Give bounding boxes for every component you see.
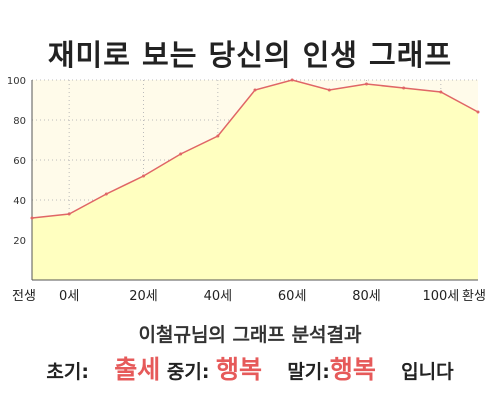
early-value: 출세 [114,355,161,384]
early-label: 초기: [46,361,89,383]
mid-label: 중기: [166,361,210,383]
data-point [67,212,71,216]
x-tick-label: 20세 [129,289,158,304]
y-tick-label: 100 [7,76,26,87]
y-tick-label: 20 [13,236,26,247]
mid-value: 행복 [216,355,263,384]
data-point [402,86,406,90]
data-point [179,152,183,156]
late-value: 행복 [329,355,376,384]
data-point [30,216,34,220]
x-tick-label: 전생 [12,289,36,304]
page-title: 재미로 보는 당신의 인생 그래프 [47,38,453,72]
x-tick-label: 100세 [422,289,459,304]
x-tick-label: 0세 [59,289,79,304]
x-tick-labels: 전생 0세 20세 40세 60세 80세 100세 환생 [12,289,486,304]
data-point [253,88,257,92]
y-tick-label: 40 [13,196,26,207]
data-point [290,78,294,82]
life-area-fill [32,80,478,280]
x-tick-label: 환생 [462,289,486,304]
data-point [365,82,368,86]
data-point [104,192,108,196]
data-point [216,134,220,138]
y-tick-labels: 20 40 60 80 100 [7,76,26,247]
y-tick-label: 80 [13,116,26,127]
x-tick-label: 80세 [352,289,381,304]
data-point [476,110,480,114]
tail-text: 입니다 [401,361,454,383]
y-tick-label: 60 [13,156,26,167]
x-tick-label: 40세 [204,289,233,304]
late-label: 말기: [287,361,330,383]
data-point [439,90,443,94]
analysis-summary: 이철규님의 그래프 분석결과 [138,324,362,346]
data-point [142,174,145,178]
x-tick-label: 60세 [278,289,307,304]
analysis-verdict: 초기: 출세 중기: 행복 말기:행복 입니다 [0,350,500,386]
data-point [327,88,331,92]
